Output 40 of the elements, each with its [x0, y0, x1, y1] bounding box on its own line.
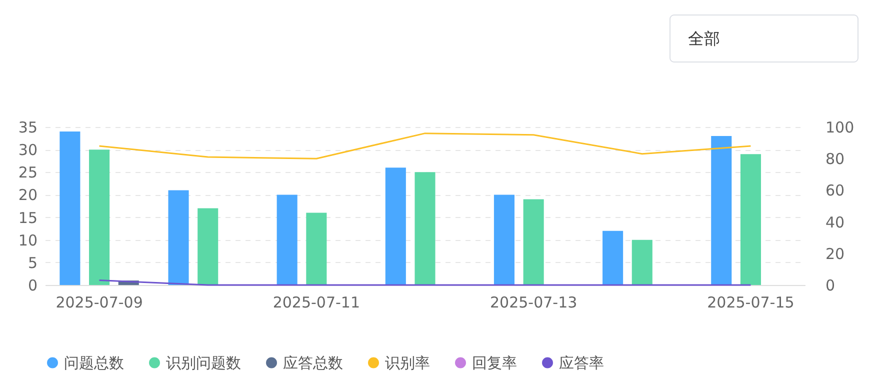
y-tick-label: 35: [18, 118, 38, 136]
bar: [385, 168, 406, 285]
y-tick-label: 5: [28, 254, 38, 272]
bar: [602, 230, 624, 285]
bar: [276, 194, 298, 285]
x-tick-label: 2025-07-15: [707, 294, 794, 312]
line-series: [98, 132, 752, 160]
bar: [494, 194, 514, 285]
y2-tick-label: 100: [826, 118, 854, 136]
legend-label: 问题总数: [64, 354, 124, 372]
legend-label: 识别率: [385, 354, 430, 372]
y-tick-label: 30: [18, 141, 38, 160]
legend-label: 应答率: [559, 354, 604, 372]
bar: [740, 154, 761, 285]
y-tick-label: 25: [18, 164, 38, 182]
y2-tick-label: 0: [826, 276, 836, 294]
x-tick-label: 2025-07-11: [272, 294, 360, 312]
y2-tick-label: 40: [826, 213, 845, 232]
legend-label: 识别问题数: [166, 354, 241, 372]
y-tick-label: 15: [18, 208, 38, 227]
y2-tick-label: 80: [826, 150, 845, 168]
bar: [632, 240, 652, 285]
bar: [168, 190, 189, 285]
bar: [198, 208, 218, 285]
bar: [414, 172, 436, 285]
x-tick-label: 2025-07-09: [56, 294, 143, 312]
y2-tick-label: 20: [826, 244, 845, 263]
bar: [711, 136, 732, 285]
y-tick-label: 0: [28, 276, 38, 294]
y2-tick-label: 60: [826, 182, 845, 200]
bar: [523, 199, 544, 285]
y-tick-label: 20: [18, 186, 38, 204]
bar: [60, 132, 80, 285]
x-tick-label: 2025-07-13: [490, 294, 578, 312]
legend-label: 回复率: [472, 354, 517, 372]
bar: [306, 212, 327, 285]
bar: [89, 150, 110, 285]
legend-label: 应答总数: [283, 354, 343, 372]
text: 全部: [688, 29, 720, 48]
y-tick-label: 10: [18, 231, 38, 250]
